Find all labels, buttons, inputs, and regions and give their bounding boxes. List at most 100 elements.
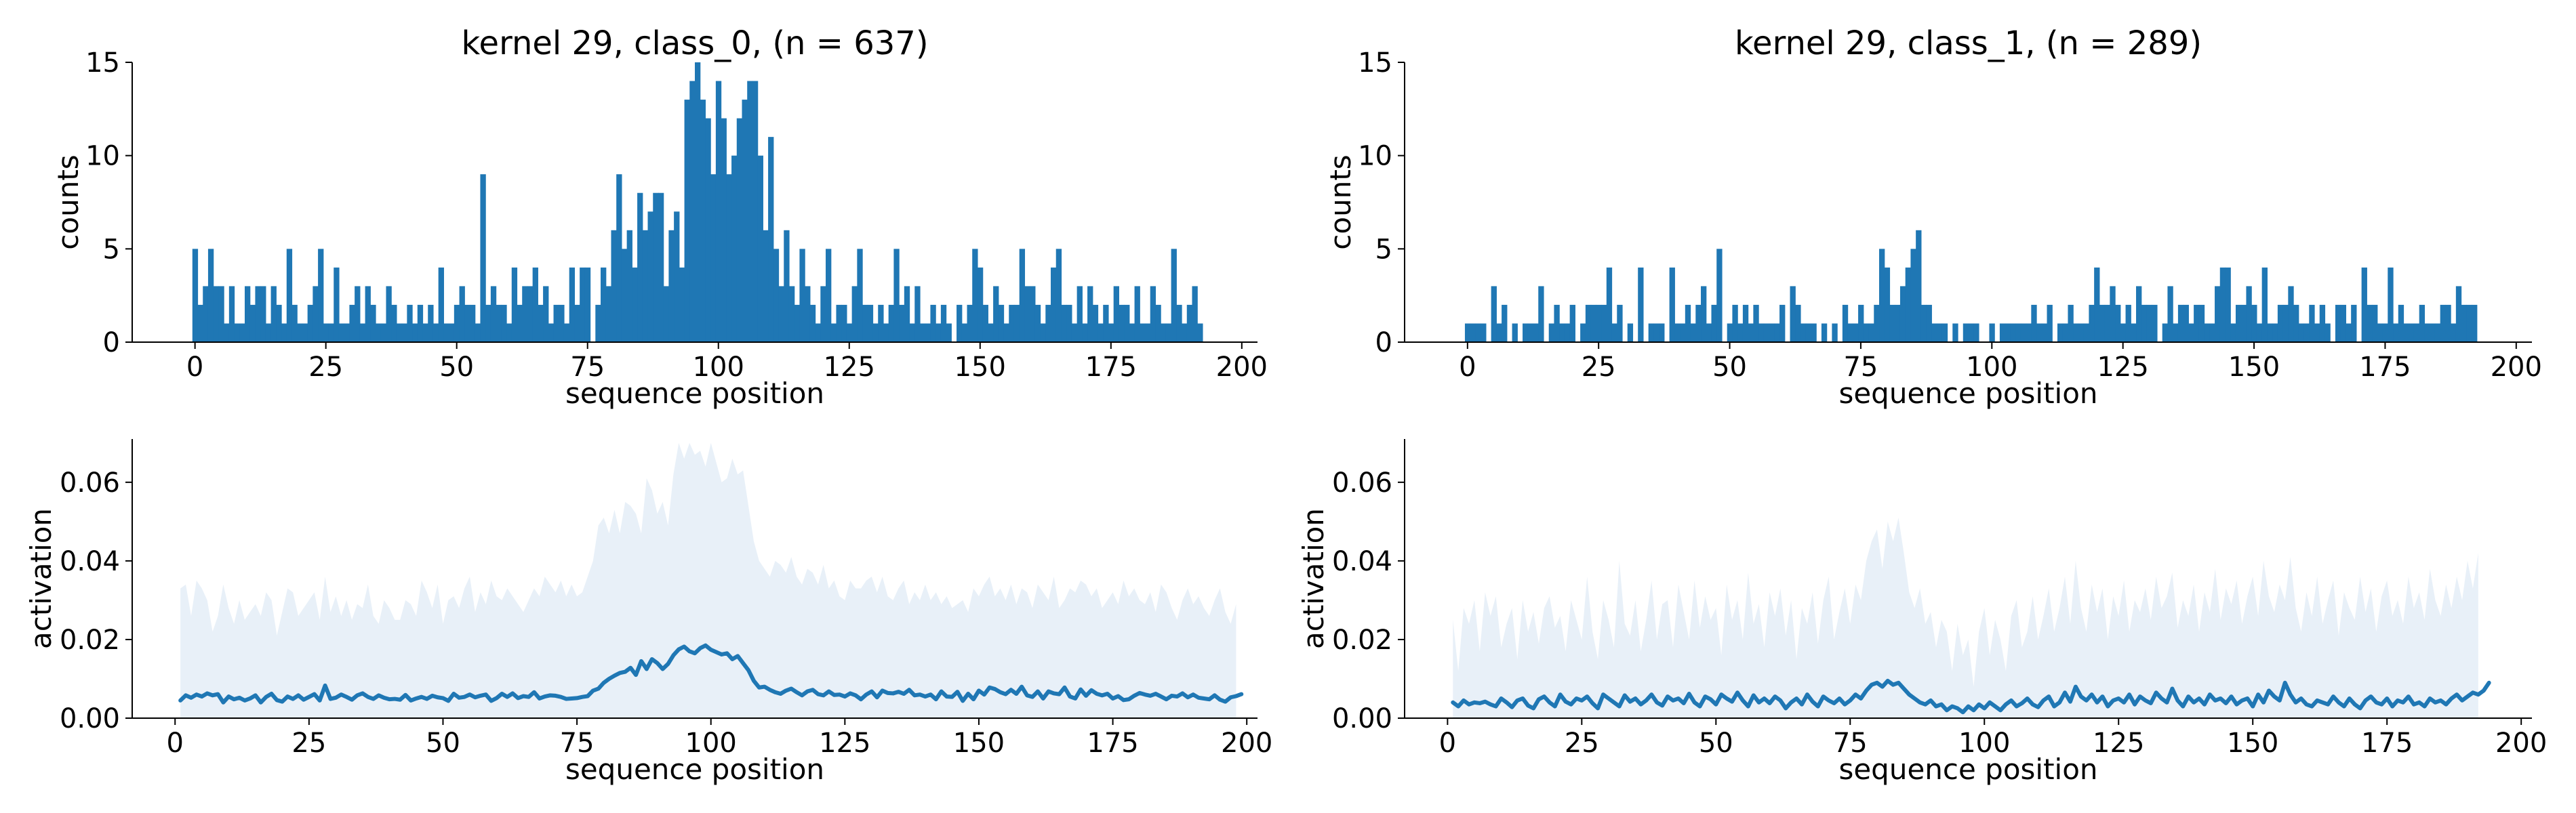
histogram-bar — [2131, 323, 2137, 342]
histogram-bar — [2204, 323, 2210, 342]
histogram-bar — [307, 304, 313, 342]
histogram-bar — [1502, 304, 1508, 342]
histogram-bar — [548, 323, 555, 342]
histogram-bar — [2110, 286, 2116, 342]
histogram-bar — [2235, 304, 2242, 342]
histogram-bar — [203, 286, 209, 342]
histogram-bar — [2057, 323, 2064, 342]
histogram-bar — [2120, 323, 2127, 342]
histogram-bar — [1858, 304, 1864, 342]
histogram-bar — [2303, 323, 2310, 342]
histogram-bar — [2115, 304, 2121, 342]
histogram-bar — [1129, 323, 1135, 342]
histogram-bar — [1952, 323, 1958, 342]
histogram-bar — [736, 118, 743, 342]
histogram-bar — [2256, 323, 2263, 342]
histogram-bar — [1617, 304, 1623, 342]
x-tick-label: 175 — [2359, 352, 2411, 383]
histogram-bar — [407, 304, 413, 342]
histogram-bar — [2246, 286, 2252, 342]
chart-panel-1: 0 25 50 75 100 125 150 175 200 0 5 10 15 sequence pos… — [1324, 24, 2542, 410]
histogram-bar — [1197, 323, 1203, 342]
histogram-bar — [1108, 323, 1114, 342]
histogram-bar — [2062, 323, 2069, 342]
histogram-bar — [344, 323, 350, 342]
histogram-bar — [1548, 323, 1555, 342]
histogram-bar — [993, 286, 999, 342]
histogram-bar — [2272, 323, 2278, 342]
histogram-bar — [574, 304, 580, 342]
x-tick-label: 0 — [167, 728, 184, 759]
histogram-bar — [1134, 286, 1140, 342]
histogram-bar — [239, 323, 245, 342]
histogram-bar — [1051, 267, 1057, 342]
histogram-bar — [836, 304, 842, 342]
histogram-bar — [245, 286, 251, 342]
histogram-bar — [752, 81, 759, 342]
histogram-bar — [820, 286, 826, 342]
histogram-bar — [1176, 304, 1182, 342]
histogram-bar — [1155, 304, 1161, 342]
histogram-bar — [1685, 304, 1691, 342]
x-tick-label: 125 — [2097, 352, 2148, 383]
histogram-bar — [2277, 304, 2284, 342]
histogram-bar — [485, 304, 491, 342]
histogram-bar — [689, 81, 696, 342]
histogram-bar — [2451, 323, 2457, 342]
histogram-bar — [538, 304, 544, 342]
histogram-bar — [1061, 304, 1067, 342]
histogram-bar — [2403, 323, 2409, 342]
histogram-bar — [1464, 323, 1471, 342]
x-tick-label: 100 — [693, 352, 744, 383]
histogram-bar — [1800, 323, 1807, 342]
histogram-bar — [2094, 267, 2100, 342]
histogram-bar — [982, 304, 988, 342]
histogram-bar — [1030, 286, 1036, 342]
x-tick-label: 0 — [1439, 728, 1456, 759]
x-tick-label: 175 — [2361, 728, 2413, 759]
histogram-bar — [1884, 267, 1891, 342]
histogram-bar — [1601, 304, 1607, 342]
histogram-bar — [553, 304, 559, 342]
x-tick-label: 150 — [954, 352, 1006, 383]
histogram-bar — [1186, 304, 1193, 342]
histogram-bar — [249, 304, 256, 342]
histogram-bar — [1763, 323, 1770, 342]
histogram-bar — [1554, 304, 1560, 342]
histogram-bar — [705, 118, 711, 342]
chart-title: kernel 29, class_1, (n = 289) — [1735, 24, 2202, 62]
histogram-bar — [255, 286, 261, 342]
histogram-bar — [386, 286, 392, 342]
histogram-bar — [768, 137, 774, 342]
histogram-bar — [893, 249, 900, 342]
x-tick-label: 200 — [1221, 728, 1272, 759]
histogram-bar — [197, 304, 203, 342]
histogram-bar — [234, 323, 240, 342]
histogram-bar — [1920, 304, 1927, 342]
x-tick-label: 100 — [1966, 352, 2017, 383]
histogram-bar — [1874, 304, 1880, 342]
histogram-bar — [616, 174, 622, 342]
histogram-bar — [961, 323, 968, 342]
histogram-bar — [1055, 249, 1062, 342]
histogram-bar — [1999, 323, 2006, 342]
y-tick-label: 10 — [85, 141, 120, 172]
histogram-bar — [276, 304, 282, 342]
x-tick-label: 25 — [308, 352, 343, 383]
histogram-bar — [438, 267, 444, 342]
histogram-bar — [830, 323, 837, 342]
x-tick-label: 25 — [1582, 352, 1616, 383]
histogram-bar — [2298, 323, 2305, 342]
histogram-bar — [228, 286, 235, 342]
x-tick-label: 150 — [2228, 352, 2280, 383]
histogram-bar — [532, 267, 538, 342]
histogram-bar — [475, 323, 481, 342]
histogram-bar — [851, 286, 858, 342]
histogram-bar — [878, 304, 884, 342]
histogram-bar — [1968, 323, 1974, 342]
histogram-bar — [1611, 323, 1617, 342]
histogram-bar — [1491, 286, 1497, 342]
histogram-bar — [470, 304, 476, 342]
histogram-bar — [1716, 249, 1723, 342]
x-tick-label: 200 — [2495, 728, 2547, 759]
